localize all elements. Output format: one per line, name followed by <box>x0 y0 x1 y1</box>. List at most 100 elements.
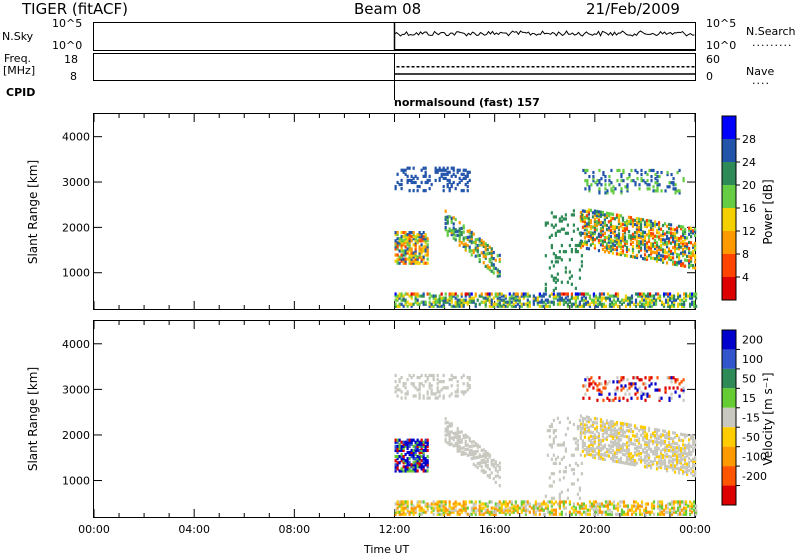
late-band-cell <box>637 439 641 443</box>
ground-scatter-cell <box>536 296 539 300</box>
ground-scatter-cell <box>614 294 618 298</box>
early-echo-cell <box>420 446 423 451</box>
late-band-cell <box>643 220 647 224</box>
ground-scatter-cell <box>420 512 423 516</box>
late-upper-cell <box>674 378 677 382</box>
late-band-cell <box>609 220 613 224</box>
ground-scatter-cell <box>598 506 602 510</box>
late-band-cell <box>639 427 643 431</box>
ground-scatter-cell <box>568 500 571 504</box>
late-upper-cell <box>588 382 591 386</box>
ground-scatter-cell <box>440 296 443 300</box>
ground-scatter-cell <box>398 304 401 308</box>
late-band-cell <box>611 245 615 249</box>
ground-scatter-cell <box>562 500 565 504</box>
ground-scatter-cell <box>630 512 634 516</box>
nave-dot <box>536 66 540 68</box>
ground-scatter-cell <box>488 300 491 304</box>
ground-scatter-cell <box>666 292 670 296</box>
ground-scatter-cell <box>506 302 509 306</box>
early-echo-cell <box>394 253 397 257</box>
late-upper-cell <box>632 179 635 183</box>
band-echo-cell <box>486 264 489 268</box>
ground-scatter-cell <box>522 502 525 506</box>
ground-scatter-cell <box>662 508 666 512</box>
late-band-cell <box>659 457 663 461</box>
late-band-cell <box>677 458 681 463</box>
late-upper-cell <box>600 390 603 394</box>
ground-scatter-cell <box>646 294 650 298</box>
late-band-cell <box>687 452 691 456</box>
band-echo-cell <box>474 240 477 244</box>
ground-scatter-cell <box>508 508 511 512</box>
band-echo-cell <box>484 460 487 464</box>
stripe-echo-cell <box>550 223 553 227</box>
ground-scatter-cell <box>502 302 505 306</box>
ground-scatter-cell <box>558 502 561 506</box>
early-echo-cell <box>420 251 423 255</box>
ground-scatter-cell <box>414 294 417 298</box>
ground-scatter-cell <box>578 512 582 516</box>
band-echo-cell <box>464 439 467 443</box>
late-upper-cell <box>672 386 675 390</box>
late-band-cell <box>691 447 695 451</box>
late-band-cell <box>619 438 623 442</box>
late-upper-cell <box>674 390 677 394</box>
ground-scatter-cell <box>540 294 543 298</box>
ground-scatter-cell <box>490 510 493 514</box>
upper-echo-cell <box>418 184 421 189</box>
early-echo-cell <box>408 257 411 261</box>
late-band-cell <box>659 227 663 231</box>
ground-scatter-cell <box>534 500 537 504</box>
late-band-cell <box>687 464 691 469</box>
band-echo-cell <box>494 258 497 262</box>
ground-scatter-cell <box>526 298 529 302</box>
early-echo-cell <box>414 457 417 461</box>
freq-tick-high: 18 <box>64 53 78 66</box>
ground-scatter-cell <box>406 506 409 510</box>
band-echo-cell <box>472 456 475 460</box>
ground-scatter-cell <box>506 502 509 506</box>
ground-scatter-cell <box>512 298 515 302</box>
ground-scatter-cell <box>484 510 487 514</box>
late-band-cell <box>683 462 687 466</box>
late-band-cell <box>609 450 613 454</box>
ground-scatter-cell <box>410 302 413 306</box>
ground-scatter-cell <box>640 294 644 298</box>
band-echo-cell <box>498 475 501 480</box>
late-upper-cell <box>666 185 669 189</box>
late-upper-cell <box>608 380 611 384</box>
ground-scatter-cell <box>602 292 606 296</box>
late-upper-cell <box>642 392 645 396</box>
early-echo-cell <box>402 465 405 469</box>
ground-scatter-cell <box>670 296 674 300</box>
early-echo-cell <box>404 452 407 457</box>
ground-scatter-cell <box>650 502 654 506</box>
ground-scatter-cell <box>594 510 598 514</box>
late-band-cell <box>593 437 597 441</box>
late-band-cell <box>687 246 691 251</box>
late-band-cell <box>601 227 605 231</box>
late-band-cell <box>687 259 691 263</box>
ground-scatter-cell <box>396 296 399 300</box>
ground-scatter-cell <box>514 300 517 304</box>
stripe-echo-cell <box>552 439 555 443</box>
stripe-echo-cell <box>552 278 555 282</box>
late-band-cell <box>691 461 695 465</box>
late-band-cell <box>615 435 619 439</box>
late-upper-cell <box>620 172 623 177</box>
ground-scatter-cell <box>498 298 501 302</box>
late-band-cell <box>671 237 675 242</box>
early-echo-cell <box>396 233 399 237</box>
late-band-cell <box>629 429 633 433</box>
ground-scatter-cell <box>452 292 455 296</box>
late-band-cell <box>629 216 633 220</box>
ground-scatter-cell <box>484 304 487 308</box>
ground-scatter-cell <box>490 302 493 306</box>
ground-scatter-cell <box>652 298 656 302</box>
late-band-cell <box>653 429 657 434</box>
late-band-cell <box>587 417 591 422</box>
early-echo-cell <box>412 237 415 241</box>
late-band-cell <box>681 229 685 233</box>
late-band-cell <box>683 435 687 439</box>
